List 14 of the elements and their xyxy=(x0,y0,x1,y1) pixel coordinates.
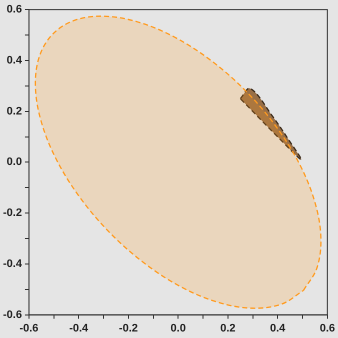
y-tick-label: -0.4 xyxy=(2,258,23,270)
y-tick-label: -0.6 xyxy=(2,308,22,321)
x-tick-label: 0.6 xyxy=(320,322,336,334)
y-tick-label: 0.6 xyxy=(6,4,22,16)
y-tick-label: 0.4 xyxy=(6,54,23,66)
x-tick-label: 0.2 xyxy=(220,322,236,334)
y-tick-label: 0.0 xyxy=(6,156,22,168)
x-tick-label: -0.4 xyxy=(69,322,90,334)
y-tick-label: -0.2 xyxy=(2,207,22,220)
x-tick-label: -0.2 xyxy=(118,322,138,334)
x-tick-label: 0.4 xyxy=(270,322,286,334)
x-tick-label: -0.6 xyxy=(19,322,38,334)
x-tick-label: 0.0 xyxy=(170,322,186,334)
y-tick-label: 0.2 xyxy=(6,105,22,118)
